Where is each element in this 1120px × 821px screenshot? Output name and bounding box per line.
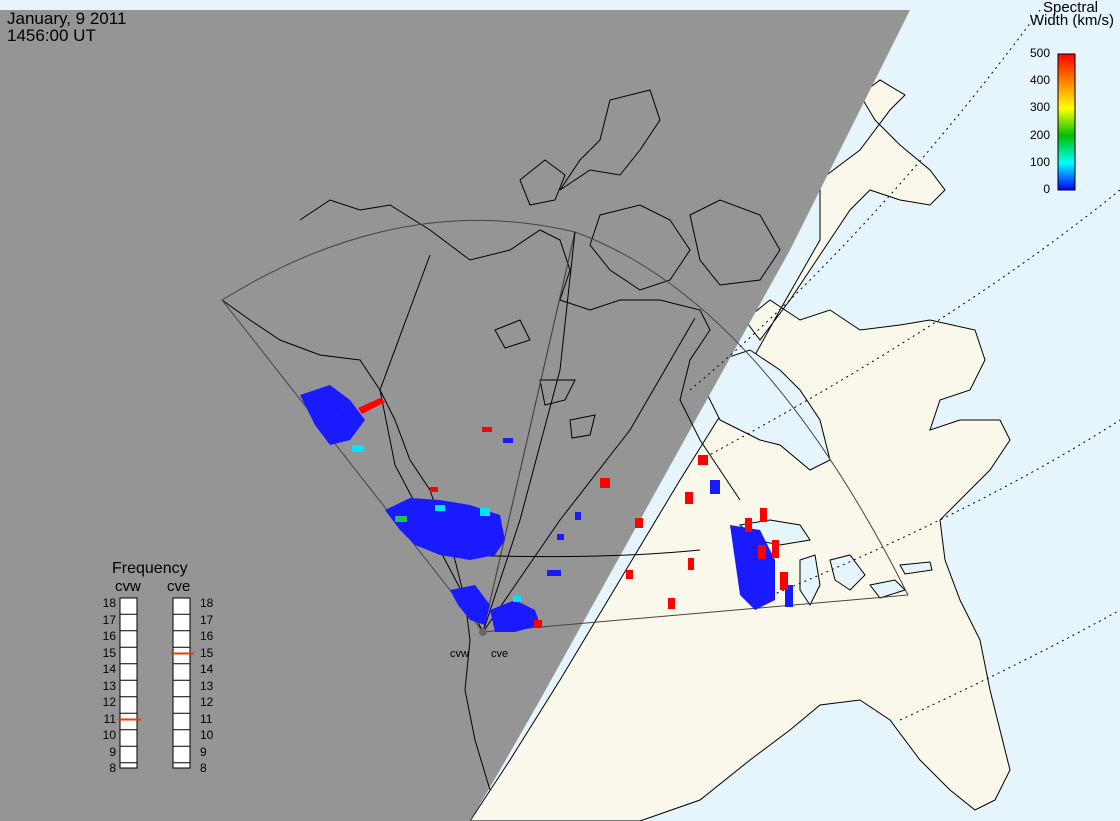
frequency-tick-label: 11: [103, 711, 116, 726]
frequency-tick-label: 12: [102, 695, 116, 709]
frequency-gridlines: [120, 613, 190, 764]
frequency-tick-label: 13: [102, 678, 116, 693]
colorbar-tick-label: 400: [1029, 73, 1050, 88]
night-shadow: [0, 10, 910, 821]
frequency-tick-label: 18: [102, 596, 116, 610]
frequency-tick-label: 10: [200, 728, 214, 742]
frequency-tick-label: 15: [200, 645, 214, 660]
colorbar-tick-label: 200: [1029, 127, 1050, 142]
colorbar-title-line2: Width (km/s): [1029, 12, 1114, 29]
frequency-tick-label: 16: [200, 629, 214, 643]
frequency-tick-label: 10: [102, 728, 116, 742]
frequency-tick-label: 9: [200, 744, 207, 759]
frequency-tick-label: 8: [109, 761, 116, 775]
frequency-tick-label: 8: [200, 761, 207, 775]
frequency-title: Frequency: [112, 560, 188, 577]
date-label: January, 9 2011: [7, 9, 127, 28]
echo-green: [395, 516, 407, 522]
great-lakes: [738, 519, 933, 606]
colorbar-title-line1: Spectral: [1042, 0, 1098, 16]
frequency-tick-label: 15: [102, 645, 116, 660]
frequency-tick-label: 18: [200, 596, 214, 610]
colorbar-tick-label: 500: [1029, 46, 1050, 60]
time-label: 1456:00 UT: [7, 26, 96, 45]
echoes-high-width: [358, 398, 788, 628]
frequency-columns: [119, 597, 191, 769]
coastlines-night: [221, 89, 781, 791]
frequency-tick-label: 14: [102, 662, 116, 676]
radar-fov: [221, 219, 909, 634]
frequency-tick-label: 14: [200, 662, 214, 676]
frequency-tick-label: 17: [200, 612, 214, 627]
frequency-tick-label: 9: [109, 744, 116, 759]
frequency-tick-label: 11: [200, 711, 213, 726]
colorbar-tick-label: 100: [1029, 154, 1050, 169]
land-daylit: [469, 79, 1011, 821]
echoes-mid-width: [352, 445, 521, 602]
latitude-grid: [689, 9, 1120, 721]
colorbar-tick-label: 300: [1029, 100, 1050, 115]
colorbar-tick-label: 0: [1043, 182, 1050, 196]
frequency-tick-label: 17: [102, 612, 116, 627]
frequency-markers: [118, 652, 194, 721]
colorbar-gradient: [1057, 53, 1076, 191]
frequency-tick-label: 12: [200, 695, 214, 709]
echoes-low-width: [300, 385, 793, 632]
radar-label-east: cve: [491, 648, 509, 660]
frequency-tick-label: 13: [200, 678, 214, 693]
frequency-tick-label: 16: [102, 629, 116, 643]
frequency-column-east-label: cve: [167, 578, 191, 595]
radar-label-west: cvw: [450, 648, 469, 660]
radar-site-marker: [479, 628, 487, 636]
frequency-column-west-label: cvw: [115, 578, 141, 595]
